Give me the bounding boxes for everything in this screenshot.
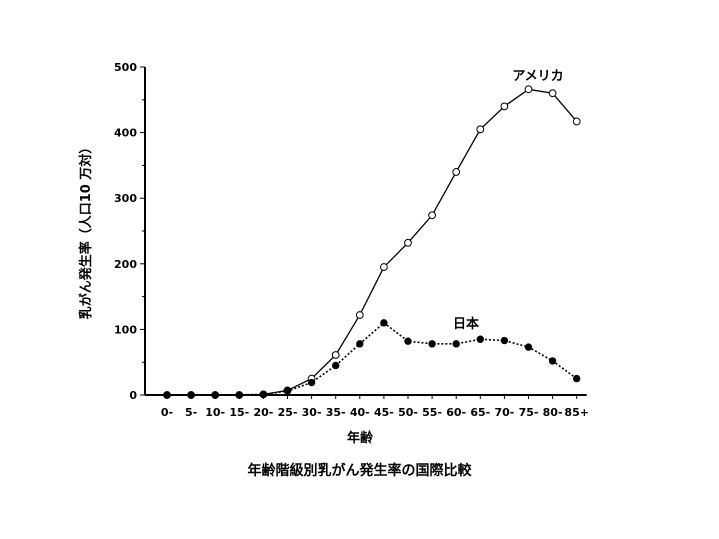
plot-area [163, 85, 581, 399]
data-point-japan [283, 387, 292, 395]
x-tick-label: 60- [446, 406, 466, 419]
x-axis: 0- 5- 10- 15- 20- 25- 30- 35- 40- 45- 50- 55- 60- 65-… [145, 394, 589, 419]
data-point-japan [356, 340, 364, 348]
x-tick-label: 50- [398, 406, 418, 419]
y-axis: 0 100 200 300 400 500 [114, 61, 146, 402]
series-line-america [167, 88, 578, 396]
x-tick-label: 70- [494, 406, 514, 419]
x-tick-label: 35- [326, 406, 346, 419]
x-tick-label: 15- [229, 406, 249, 419]
data-point-japan [428, 340, 436, 348]
data-point-japan [187, 391, 195, 399]
data-point-japan [573, 374, 581, 383]
y-axis-label: 乳がん発生率（人口10 万対） [78, 141, 94, 320]
data-point-japan [259, 390, 268, 399]
x-tick-label: 20- [253, 406, 273, 419]
x-tick-label: 80- [543, 406, 563, 419]
figure-caption: 年齢階級別乳がん発生率の国際比較 [247, 463, 472, 479]
x-tick-label: 75- [519, 406, 539, 419]
x-tick-label: 45- [374, 406, 394, 419]
y-tick-label: 400 [114, 127, 137, 140]
data-point-america [476, 125, 485, 134]
x-tick-label: 30- [302, 406, 322, 419]
x-tick-label: 5- [185, 406, 197, 419]
data-point-america [355, 311, 364, 319]
data-point-america [428, 211, 437, 220]
y-tick-label: 0 [129, 389, 137, 402]
x-tick-label: 0- [161, 406, 173, 419]
data-point-america [548, 89, 557, 98]
data-point-japan [332, 361, 340, 370]
series-line-japan [167, 321, 578, 396]
data-point-japan [307, 378, 316, 387]
data-point-japan [211, 391, 219, 399]
data-point-america [380, 263, 388, 271]
y-tick-label: 100 [114, 323, 137, 336]
data-point-america [452, 168, 461, 176]
data-point-japan [380, 319, 388, 327]
data-point-japan [404, 337, 412, 345]
data-point-america [404, 238, 412, 247]
series-label-japan: 日本 [453, 316, 479, 332]
y-tick-label: 200 [114, 258, 137, 271]
data-point-japan [524, 343, 533, 351]
x-tick-label: 65- [470, 406, 490, 419]
data-point-america [572, 117, 581, 126]
x-tick-label: 25- [278, 406, 298, 419]
y-tick-label: 300 [114, 192, 137, 205]
data-point-japan [452, 340, 460, 348]
data-point-america [331, 351, 340, 359]
data-point-japan [500, 336, 509, 345]
series-label-america: アメリカ [512, 69, 563, 84]
x-axis-label: 年齢 [347, 430, 374, 446]
data-point-japan [548, 357, 557, 365]
data-point-america [500, 102, 509, 111]
x-tick-label: 85+ [564, 406, 589, 419]
x-tick-label: 40- [350, 406, 370, 419]
data-point-japan [235, 391, 244, 399]
y-tick-label: 500 [114, 61, 137, 74]
x-tick-label: 55- [422, 406, 442, 419]
data-point-japan [476, 335, 484, 343]
x-tick-label: 10- [205, 406, 225, 419]
data-point-america [524, 85, 533, 94]
data-point-japan [163, 391, 171, 399]
